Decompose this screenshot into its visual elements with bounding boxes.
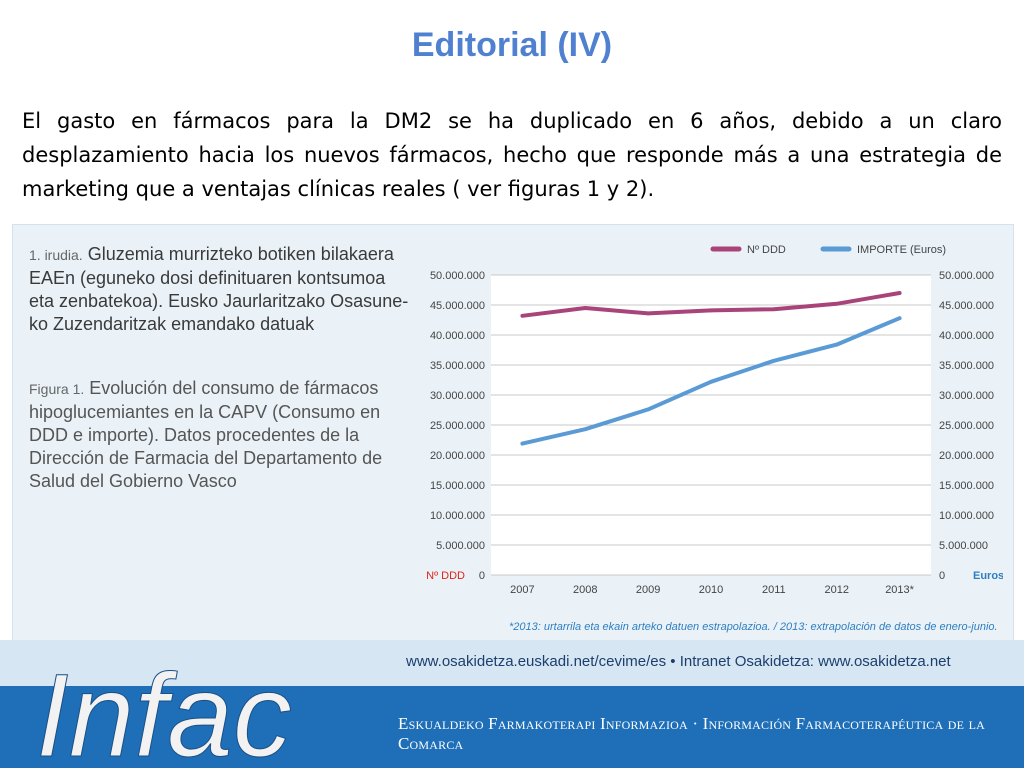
footer-url[interactable]: www.osakidetza.euskadi.net/cevime/es • I…: [406, 653, 951, 670]
y-tick-label-right: 5.000.000: [939, 540, 988, 552]
data-point: [772, 359, 776, 363]
x-tick-label: 2008: [573, 584, 597, 596]
caption-es-lead: Figura 1.: [29, 381, 85, 397]
y-tick-label-left: 5.000.000: [436, 540, 485, 552]
legend-label: IMPORTE (Euros): [857, 244, 946, 256]
x-tick-label: 2012: [824, 584, 848, 596]
y-tick-label-left: 0: [479, 570, 485, 582]
infac-logo: Infac: [36, 650, 292, 768]
y-tick-label-right: 50.000.000: [939, 270, 994, 282]
data-point: [897, 316, 902, 320]
y-tick-label-left: 30.000.000: [430, 390, 485, 402]
data-point: [583, 427, 588, 431]
data-point: [646, 311, 650, 316]
chart-legend: Nº DDD IMPORTE (Euros): [710, 244, 946, 256]
y-tick-label-right: 0: [939, 570, 945, 582]
x-tick-label: 2013*: [885, 584, 914, 596]
footer-url-band: [0, 640, 1024, 686]
y-tick-label-left: 50.000.000: [430, 270, 485, 282]
figure-caption-eu: 1. irudia. Gluzemia murrizteko botiken b…: [29, 243, 409, 336]
figure-panel: 1. irudia. Gluzemia murrizteko botiken b…: [12, 224, 1014, 644]
data-point: [834, 302, 839, 306]
y-tick-label-right: 10.000.000: [939, 510, 994, 522]
y-tick-label-left: 10.000.000: [430, 510, 485, 522]
y-tick-label-right: 20.000.000: [939, 450, 994, 462]
y-tick-label-right: 45.000.000: [939, 300, 994, 312]
y-tick-label-left: 45.000.000: [430, 300, 485, 312]
y-tick-label-right: 15.000.000: [939, 480, 994, 492]
data-point: [709, 380, 713, 384]
y-tick-label-left: 15.000.000: [430, 480, 485, 492]
chart-ticks: 0 0 5.000.000 5.000.000 10.000.000 10.000.000…: [426, 270, 1003, 596]
slide-title: Editorial (IV): [411, 26, 613, 64]
chart-lines: [520, 291, 902, 446]
figure-footnote: *2013: urtarrila eta ekain arteko datuen…: [509, 621, 998, 633]
footer-tagline: Eskualdeko Farmakoterapi Informazioa · I…: [398, 714, 986, 753]
y-tick-label-right: 35.000.000: [939, 360, 994, 372]
data-point: [709, 308, 713, 313]
infac-logo-text: Infac: [36, 650, 292, 768]
x-tick-label: 2007: [510, 584, 534, 596]
line-chart: Nº DDD IMPORTE (Euros) 0 0 5.000.000 5.000.0…: [426, 244, 1003, 596]
y-axis-label-right: Euros: [973, 570, 1003, 582]
y-tick-label-left: 20.000.000: [430, 450, 485, 462]
y-axis-label-left: Nº DDD: [426, 570, 465, 582]
x-tick-label: 2009: [636, 584, 660, 596]
data-point: [772, 307, 776, 311]
caption-es-text: Evolución del consumo de fármacos hipogl…: [29, 378, 383, 491]
data-point: [520, 314, 525, 318]
x-tick-label: 2010: [699, 584, 723, 596]
caption-eu-lead: 1. irudia.: [29, 247, 83, 263]
data-point: [834, 342, 839, 347]
data-point: [583, 306, 588, 310]
body-paragraph: El gasto en fármacos para la DM2 se ha d…: [22, 109, 1002, 201]
y-tick-label-left: 40.000.000: [430, 330, 485, 342]
y-tick-label-right: 40.000.000: [939, 330, 994, 342]
figure-caption-es: Figura 1. Evolución del consumo de fárma…: [29, 377, 409, 493]
y-tick-label-right: 30.000.000: [939, 390, 994, 402]
chart-grid: [491, 274, 931, 576]
y-tick-label-right: 25.000.000: [939, 420, 994, 432]
y-tick-label-left: 35.000.000: [430, 360, 485, 372]
data-point: [897, 291, 902, 295]
legend-label: Nº DDD: [747, 244, 786, 256]
data-point: [520, 441, 525, 446]
y-tick-label-left: 25.000.000: [430, 420, 485, 432]
caption-eu-text: Gluzemia murrizteko botiken bilakaera EA…: [29, 244, 409, 334]
data-point: [646, 407, 650, 412]
x-tick-label: 2011: [762, 584, 786, 596]
